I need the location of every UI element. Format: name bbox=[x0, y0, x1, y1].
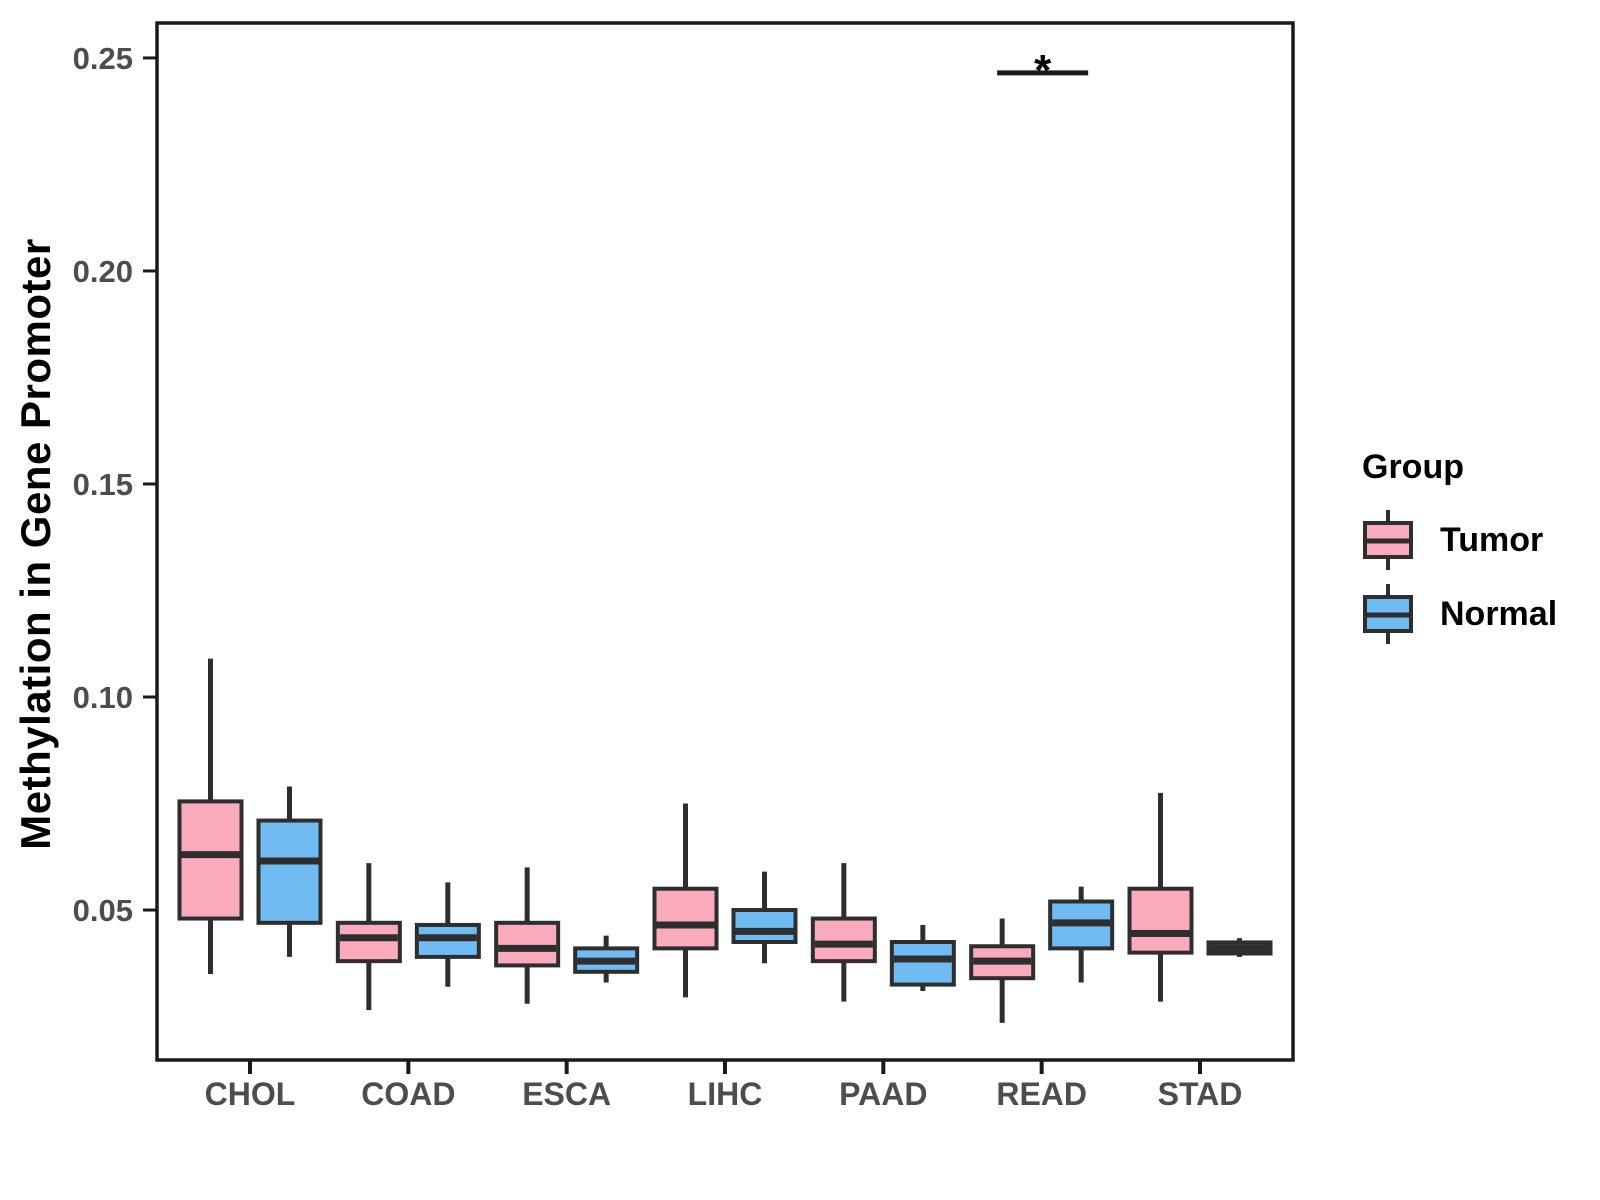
legend-title: Group bbox=[1362, 448, 1464, 486]
y-tick-label: 0.20 bbox=[73, 254, 133, 289]
x-tick-label-esca: ESCA bbox=[522, 1076, 611, 1112]
box-tumor-paad bbox=[810, 916, 877, 964]
box-normal-paad bbox=[889, 939, 956, 987]
significance-star-read: * bbox=[1034, 46, 1052, 95]
legend: Group Tumor Normal bbox=[1362, 448, 1557, 657]
x-tick-label-paad: PAAD bbox=[839, 1076, 927, 1112]
box-tumor-stad bbox=[1127, 886, 1194, 955]
box-tumor-coad bbox=[335, 920, 402, 964]
normal-key-glyph bbox=[1363, 584, 1413, 644]
tumor-key-glyph bbox=[1363, 510, 1413, 570]
y-tick-label: 0.05 bbox=[73, 893, 133, 928]
legend-item-normal: Normal bbox=[1362, 583, 1557, 645]
x-tick-label-coad: COAD bbox=[361, 1076, 455, 1112]
box-tumor-lihc bbox=[652, 886, 719, 951]
legend-item-tumor: Tumor bbox=[1362, 509, 1557, 571]
x-tick-label-stad: STAD bbox=[1158, 1076, 1243, 1112]
y-tick-label: 0.25 bbox=[73, 41, 133, 76]
box-tumor-esca bbox=[494, 920, 561, 968]
legend-label-normal: Normal bbox=[1440, 594, 1558, 633]
y-tick-label: 0.15 bbox=[73, 467, 133, 502]
tumor-boxplot-key-icon bbox=[1362, 509, 1414, 571]
legend-label-tumor: Tumor bbox=[1440, 520, 1544, 559]
x-tick-label-chol: CHOL bbox=[205, 1076, 296, 1112]
x-tick-label-lihc: LIHC bbox=[688, 1076, 763, 1112]
box-normal-lihc bbox=[731, 908, 798, 944]
normal-boxplot-key-icon bbox=[1362, 583, 1414, 645]
box-tumor-chol bbox=[177, 799, 244, 921]
y-tick-label: 0.10 bbox=[73, 680, 133, 715]
x-tick-label-read: READ bbox=[996, 1076, 1087, 1112]
box-normal-chol bbox=[256, 818, 323, 925]
panel-border bbox=[155, 21, 1295, 1062]
